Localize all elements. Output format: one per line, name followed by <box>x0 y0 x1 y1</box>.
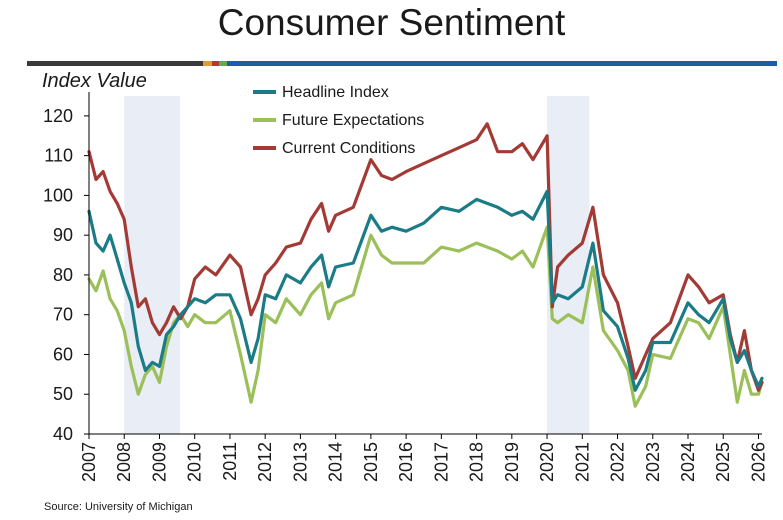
legend-label-future-expectations: Future Expectations <box>282 112 424 129</box>
y-tick-label: 60 <box>53 344 73 364</box>
x-tick-label: 2025 <box>713 442 733 482</box>
recession-bands <box>124 96 590 434</box>
y-tick-label: 100 <box>43 185 73 205</box>
x-tick-label: 2009 <box>149 442 169 482</box>
x-tick-label: 2019 <box>502 442 522 482</box>
x-tick-label: 2011 <box>220 442 240 481</box>
y-axis-title: Index Value <box>42 70 147 92</box>
x-tick-label: 2022 <box>608 442 628 482</box>
legend: Headline Index Future Expectations Current… <box>253 84 424 157</box>
axes: 40 50 60 70 80 90 100 110 120 2007 2008 2009 2010 201… <box>43 92 768 482</box>
title-rule-blue <box>227 61 777 66</box>
x-tick-label: 2007 <box>79 442 99 482</box>
y-tick-label: 50 <box>53 384 73 404</box>
series-lines <box>87 122 764 408</box>
x-tick-label: 2015 <box>361 442 381 482</box>
x-tick-label: 2023 <box>643 442 663 482</box>
x-tick-label: 2026 <box>748 442 768 482</box>
series-line-current-conditions <box>87 122 764 392</box>
source-note: Source: University of Michigan <box>44 501 193 513</box>
x-tick-label: 2024 <box>678 442 698 482</box>
x-tick-label: 2021 <box>572 442 592 482</box>
legend-label-headline-index: Headline Index <box>282 84 389 101</box>
series-line-future-expectations <box>87 225 764 408</box>
x-tick-label: 2017 <box>431 442 451 482</box>
x-tick-label: 2016 <box>396 442 416 482</box>
x-tick-label: 2014 <box>326 442 346 482</box>
y-tick-label: 120 <box>43 106 73 126</box>
recession-band-2 <box>547 96 590 434</box>
chart-title: Consumer Sentiment <box>217 2 566 43</box>
title-rule <box>27 61 777 66</box>
x-tick-label: 2018 <box>467 442 487 482</box>
x-tick-label: 2010 <box>185 442 205 482</box>
title-rule-orange <box>203 61 212 66</box>
y-tick-label: 70 <box>53 305 73 325</box>
title-rule-red <box>212 61 219 66</box>
y-tick-label: 110 <box>44 146 73 166</box>
x-tick-label: 2008 <box>114 442 134 482</box>
series-line-headline-index <box>87 189 764 392</box>
y-tick-label: 90 <box>53 225 73 245</box>
y-tick-label: 80 <box>53 265 73 285</box>
x-tick-label: 2012 <box>255 442 275 482</box>
legend-label-current-conditions: Current Conditions <box>282 140 415 157</box>
title-rule-green <box>219 61 227 66</box>
x-tick-label: 2020 <box>537 442 557 482</box>
y-tick-label: 40 <box>53 424 73 444</box>
title-rule-dark <box>27 61 203 66</box>
x-tick-label: 2013 <box>290 442 310 482</box>
